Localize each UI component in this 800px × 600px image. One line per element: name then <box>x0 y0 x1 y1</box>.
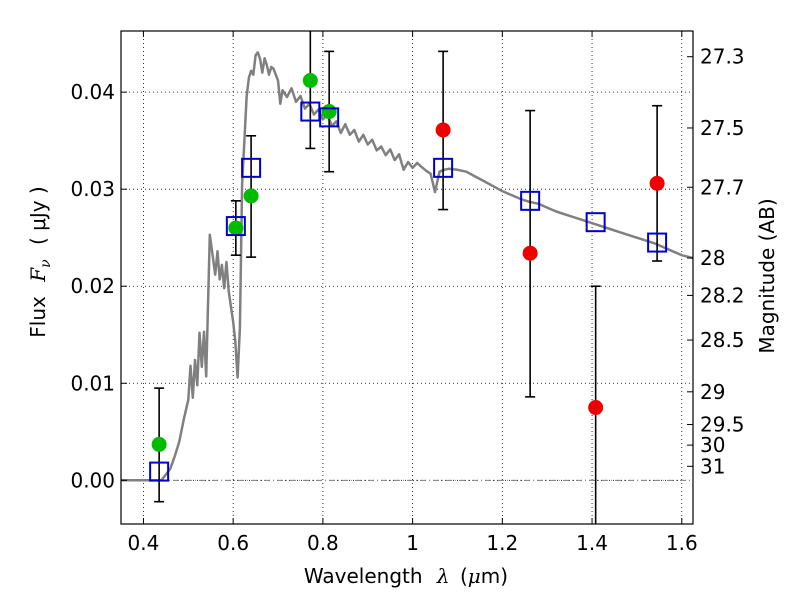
right-axis-label: Magnitude (AB) <box>755 198 779 353</box>
model-photometry-square <box>433 157 454 178</box>
magnitude-tick-label: 27.3 <box>700 45 745 69</box>
x-tick-label: 0.4 <box>128 531 160 555</box>
y-axis-label-symbol: F <box>26 267 50 283</box>
x-tick-label: 1.6 <box>666 531 698 555</box>
y-axis-label-text: Flux <box>26 296 50 338</box>
x-tick-label: 0.8 <box>307 531 339 555</box>
x-tick-label: 1.2 <box>486 531 518 555</box>
observed-red-point <box>522 245 538 261</box>
model-photometry-square <box>149 461 170 482</box>
magnitude-tick-label: 29 <box>700 380 725 404</box>
observed-green-point <box>151 436 167 452</box>
y-tick-label: 0.02 <box>70 274 115 298</box>
error-bars <box>154 31 663 524</box>
model-photometry-square <box>241 157 262 178</box>
observed-red-point <box>435 122 451 138</box>
magnitude-tick-label: 27.7 <box>700 175 745 199</box>
magnitude-tick-label: 29.5 <box>700 412 745 436</box>
model-spectrum <box>121 51 693 482</box>
model-photometry-square <box>647 232 668 253</box>
x-axis-label-unit-rest: m) <box>481 564 508 588</box>
y-axis-label: Flux Fν ( μJy ) <box>26 186 55 337</box>
observed-green-point <box>243 188 259 204</box>
model-photometry-points <box>149 101 668 482</box>
y-tick-label: 0.03 <box>70 177 115 201</box>
observed-red-point <box>588 400 604 416</box>
x-tick-label: 0.6 <box>217 531 249 555</box>
model-photometry-square <box>319 107 340 128</box>
magnitude-tick-label: 28.5 <box>700 328 745 352</box>
x-tick-label: 1 <box>406 531 419 555</box>
model-photometry-square <box>520 190 541 211</box>
magnitude-tick-label: 27.5 <box>700 116 745 140</box>
plot-frame <box>120 30 694 525</box>
y-tick-label: 0.00 <box>70 468 115 492</box>
x-axis-label-text: Wavelength <box>304 564 423 588</box>
observed-green-point <box>321 104 337 120</box>
observed-green-point <box>228 220 244 236</box>
x-axis-label-symbol: λ <box>436 564 450 588</box>
y-axis-label-unit: ( μJy ) <box>26 186 50 245</box>
x-axis-label-unit-mu: μ <box>468 564 481 588</box>
x-axis-ticks: 0.4 0.6 0.8 1 1.2 1.4 1.6 <box>128 31 698 555</box>
model-photometry-square <box>585 212 606 233</box>
y-tick-label: 0.04 <box>70 80 115 104</box>
magnitude-tick-label: 28 <box>700 246 725 270</box>
y-axis-label-symbol-sub: ν <box>38 259 54 268</box>
magnitude-tick-label: 28.2 <box>700 283 745 307</box>
magnitude-tick-label: 30 <box>700 433 725 457</box>
model-photometry-square <box>225 216 246 237</box>
grid <box>121 31 693 524</box>
y-axis-ticks: 0.00 0.01 0.02 0.03 0.04 <box>70 80 127 492</box>
x-tick-label: 1.4 <box>576 531 608 555</box>
observed-red-points <box>435 122 665 416</box>
x-axis-label: Wavelength λ (μm) <box>304 564 508 588</box>
y-tick-label: 0.01 <box>70 371 115 395</box>
x-axis-label-unit-open: ( <box>460 564 468 588</box>
observed-green-point <box>302 72 318 88</box>
observed-red-point <box>649 175 665 191</box>
magnitude-tick-label: 31 <box>700 454 725 478</box>
model-spectrum-line <box>121 51 693 482</box>
